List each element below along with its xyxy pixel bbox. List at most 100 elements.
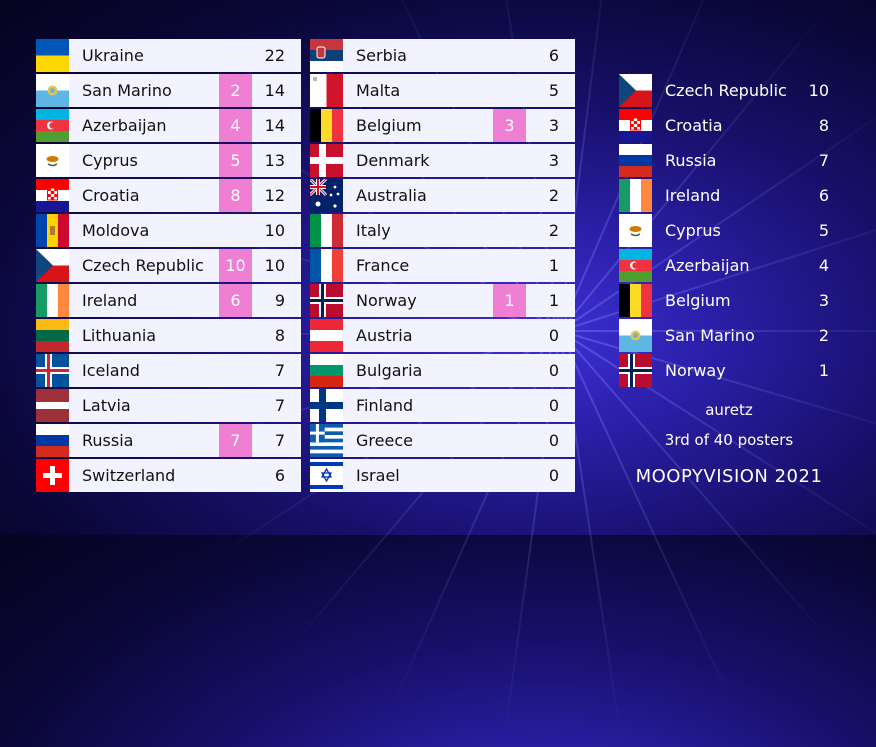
malta-flag: [310, 74, 343, 107]
total-score: 13: [264, 151, 285, 170]
iceland-flag: [36, 354, 69, 387]
points-badge: 8: [219, 179, 252, 212]
norway-flag: [310, 284, 343, 317]
italy-flag: [310, 214, 343, 247]
scoreboard-row: Croatia 8: [619, 109, 849, 142]
points-awarded: 5: [818, 221, 829, 240]
scoreboard-row: Iceland 7: [36, 354, 301, 387]
norway-flag: [619, 354, 652, 387]
country-name: Norway: [665, 361, 726, 380]
country-name: Iceland: [82, 361, 140, 380]
total-score: 7: [274, 431, 285, 450]
scoreboard-row: Cyprus 5 13: [36, 144, 301, 177]
total-score: 9: [274, 291, 285, 310]
country-name: Ireland: [82, 291, 138, 310]
scoreboard-row: Belgium 3 3: [310, 109, 575, 142]
scoreboard-row: Russia 7 7: [36, 424, 301, 457]
san-marino-flag: [619, 319, 652, 352]
total-score: 1: [548, 256, 559, 275]
azerbaijan-flag: [619, 249, 652, 282]
points-awarded: 4: [818, 256, 829, 275]
ireland-flag: [36, 284, 69, 317]
finland-flag: [310, 389, 343, 422]
scoreboard-row: Switzerland 6: [36, 459, 301, 492]
total-score: 6: [274, 466, 285, 485]
scoreboard-row: Belgium 3: [619, 284, 849, 317]
total-score: 3: [548, 151, 559, 170]
austria-flag: [310, 319, 343, 352]
contest-brand: MOOPYVISION 2021: [635, 466, 823, 487]
total-score: 10: [264, 221, 285, 240]
total-score: 22: [264, 46, 285, 65]
points-awarded: 7: [818, 151, 829, 170]
scoreboard-row: Austria 0: [310, 319, 575, 352]
country-name: Azerbaijan: [82, 116, 167, 135]
croatia-flag: [36, 179, 69, 212]
scoreboard-row: Azerbaijan 4: [619, 249, 849, 282]
scoreboard-row: Czech Republic 10: [619, 74, 849, 107]
points-awarded: 1: [818, 361, 829, 380]
total-score: 6: [548, 46, 559, 65]
serbia-flag: [310, 39, 343, 72]
country-name: Italy: [356, 221, 391, 240]
san-marino-flag: [36, 74, 69, 107]
scoreboard-row: Greece 0: [310, 424, 575, 457]
scoreboard-row: Ireland 6: [619, 179, 849, 212]
scoreboard-row: Lithuania 8: [36, 319, 301, 352]
scoreboard-middle-column: Serbia 6 Malta 5 Belgium 3 3 Denmark 3 Australia 2…: [310, 39, 575, 494]
total-score: 0: [548, 396, 559, 415]
total-score: 5: [548, 81, 559, 100]
points-badge: 1: [493, 284, 526, 317]
ukraine-flag: [36, 39, 69, 72]
total-score: 3: [548, 116, 559, 135]
country-name: San Marino: [82, 81, 172, 100]
country-name: Moldova: [82, 221, 150, 240]
croatia-flag: [619, 109, 652, 142]
country-name: Switzerland: [82, 466, 176, 485]
country-name: Malta: [356, 81, 401, 100]
scoreboard-row: Cyprus 5: [619, 214, 849, 247]
scoreboard-row: Norway 1: [619, 354, 849, 387]
points-badge: 4: [219, 109, 252, 142]
belgium-flag: [310, 109, 343, 142]
country-name: Norway: [356, 291, 417, 310]
lithuania-flag: [36, 319, 69, 352]
latvia-flag: [36, 389, 69, 422]
voter-name: auretz: [705, 401, 753, 419]
scoreboard-row: San Marino 2: [619, 319, 849, 352]
country-name: Cyprus: [82, 151, 138, 170]
total-score: 0: [548, 361, 559, 380]
points-badge: 10: [219, 249, 252, 282]
country-name: Serbia: [356, 46, 407, 65]
scoreboard-row: Ireland 6 9: [36, 284, 301, 317]
total-score: 2: [548, 221, 559, 240]
ireland-flag: [619, 179, 652, 212]
scoreboard-row: San Marino 2 14: [36, 74, 301, 107]
scoreboard-left-column: Ukraine 22 San Marino 2 14 Azerbaijan 4 14 Cypru…: [36, 39, 301, 494]
country-name: Lithuania: [82, 326, 157, 345]
points-awarded: 3: [818, 291, 829, 310]
denmark-flag: [310, 144, 343, 177]
points-given-list: Czech Republic 10 Croatia 8 Russia 7 Ireland 6 C…: [619, 74, 849, 389]
scoreboard-row: Finland 0: [310, 389, 575, 422]
total-score: 0: [548, 431, 559, 450]
country-name: Czech Republic: [665, 81, 787, 100]
points-badge: 2: [219, 74, 252, 107]
total-score: 10: [264, 256, 285, 275]
cyprus-flag: [36, 144, 69, 177]
scoreboard-row: Italy 2: [310, 214, 575, 247]
australia-flag: [310, 179, 343, 212]
country-name: Ukraine: [82, 46, 144, 65]
country-name: Russia: [82, 431, 134, 450]
scoreboard-row: Bulgaria 0: [310, 354, 575, 387]
country-name: Bulgaria: [356, 361, 423, 380]
country-name: Croatia: [82, 186, 140, 205]
points-badge: 3: [493, 109, 526, 142]
country-name: France: [356, 256, 410, 275]
points-awarded: 2: [818, 326, 829, 345]
scoreboard-row: Moldova 10: [36, 214, 301, 247]
switzerland-flag: [36, 459, 69, 492]
country-name: Latvia: [82, 396, 131, 415]
scoreboard-row: Croatia 8 12: [36, 179, 301, 212]
scoreboard-row: Israel 0: [310, 459, 575, 492]
